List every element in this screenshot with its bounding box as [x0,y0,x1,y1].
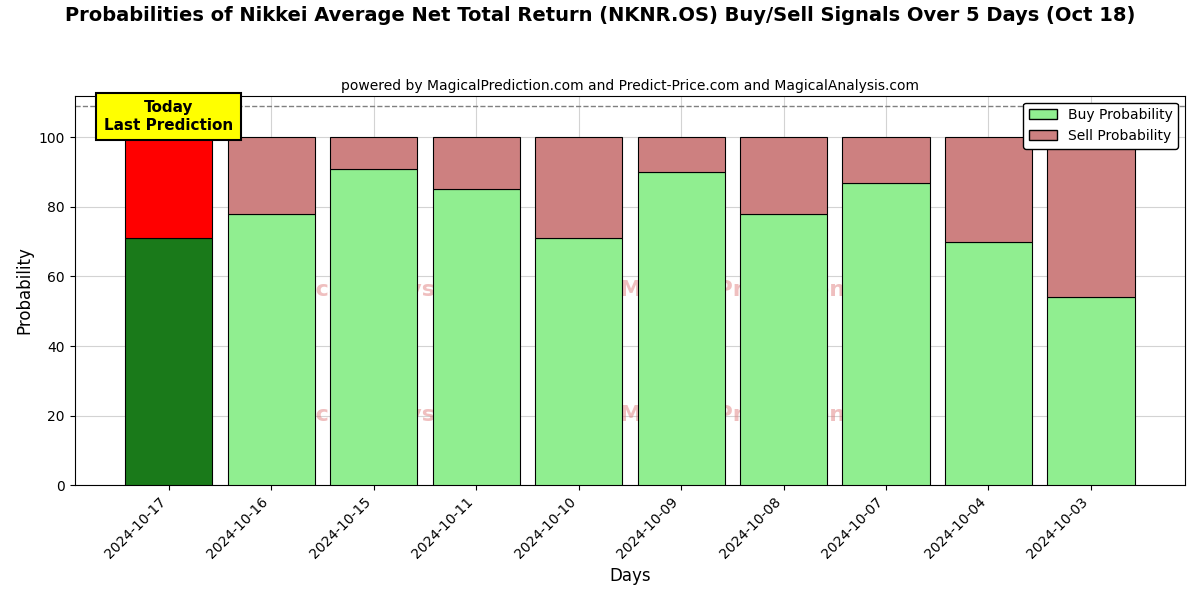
Text: MagicalPrediction.com: MagicalPrediction.com [620,405,906,425]
Bar [1048,298,1134,485]
Bar [330,137,418,169]
Bar [944,137,1032,242]
Bar [228,137,314,214]
Text: MagicalAnalysis.com: MagicalAnalysis.com [254,280,516,301]
Bar [1048,137,1134,298]
X-axis label: Days: Days [610,567,650,585]
Title: powered by MagicalPrediction.com and Predict-Price.com and MagicalAnalysis.com: powered by MagicalPrediction.com and Pre… [341,79,919,93]
Bar [637,137,725,172]
Text: Today
Last Prediction: Today Last Prediction [104,100,233,133]
Bar [842,137,930,182]
Bar [842,182,930,485]
Bar [432,137,520,190]
Bar [740,137,827,214]
Text: MagicalPrediction.com: MagicalPrediction.com [620,280,906,301]
Bar [944,242,1032,485]
Text: MagicalAnalysis.com: MagicalAnalysis.com [254,405,516,425]
Legend: Buy Probability, Sell Probability: Buy Probability, Sell Probability [1024,103,1178,149]
Bar [535,137,622,238]
Bar [637,172,725,485]
Bar [432,190,520,485]
Bar [330,169,418,485]
Y-axis label: Probability: Probability [16,247,34,334]
Bar [125,238,212,485]
Bar [125,137,212,238]
Text: Probabilities of Nikkei Average Net Total Return (NKNR.OS) Buy/Sell Signals Over: Probabilities of Nikkei Average Net Tota… [65,6,1135,25]
Bar [740,214,827,485]
Bar [535,238,622,485]
Bar [228,214,314,485]
